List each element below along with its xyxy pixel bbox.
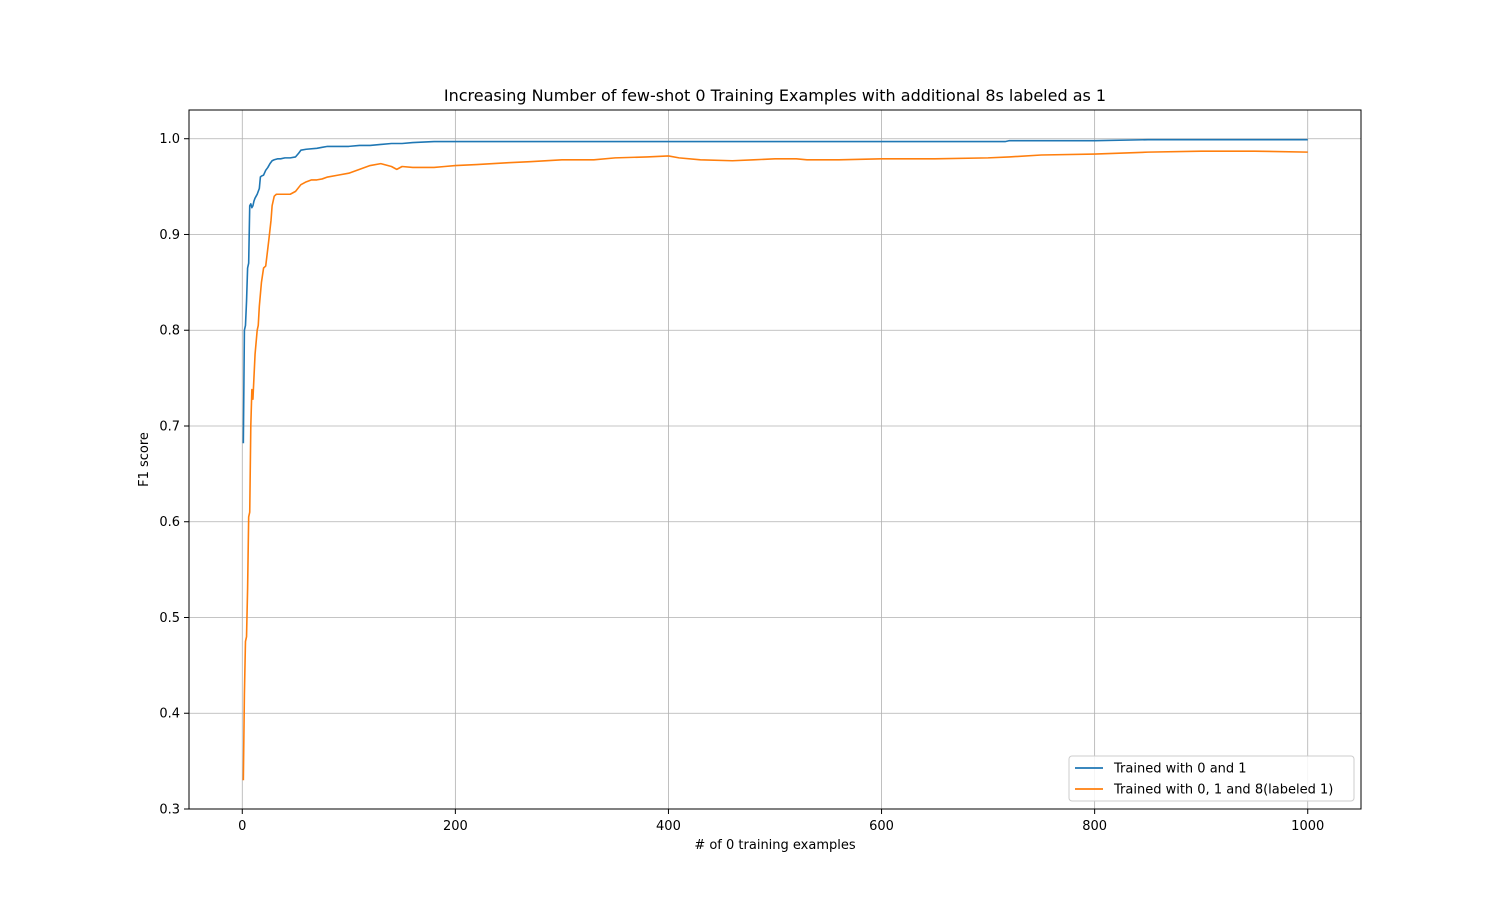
y-tick-label: 0.3 — [159, 803, 180, 818]
legend-label-1: Trained with 0 and 1 — [1113, 762, 1247, 777]
x-axis-label: # of 0 training examples — [694, 838, 856, 853]
y-tick-label: 0.8 — [159, 324, 180, 339]
series-line-2 — [242, 150, 1308, 781]
y-axis-label: F1 score — [137, 432, 152, 487]
legend-label-2: Trained with 0, 1 and 8(labeled 1) — [1113, 783, 1333, 798]
x-tick-label: 800 — [1082, 819, 1107, 834]
y-tick-label: 1.0 — [159, 132, 180, 147]
grid — [189, 110, 1361, 810]
y-tick-label: 0.9 — [159, 228, 180, 243]
chart-title: Increasing Number of few-shot 0 Training… — [444, 86, 1106, 105]
series-line-1 — [242, 138, 1308, 444]
x-tick-label: 1000 — [1291, 819, 1324, 834]
x-tick-label: 600 — [869, 819, 894, 834]
plot-frame — [188, 109, 1362, 810]
legend-box — [1068, 755, 1355, 802]
y-tick-label: 0.7 — [159, 419, 180, 434]
y-tick-label: 0.6 — [159, 515, 180, 530]
y-tick-label: 0.5 — [159, 611, 180, 626]
series-layer — [242, 138, 1308, 781]
x-tick-label: 0 — [238, 819, 246, 834]
y-axis-ticks: 0.3 0.4 0.5 0.6 0.7 0.8 0.9 1.0 — [159, 132, 189, 818]
legend: Trained with 0 and 1 Trained with 0, 1 an… — [1068, 755, 1355, 802]
x-tick-label: 400 — [656, 819, 681, 834]
y-tick-label: 0.4 — [159, 707, 180, 722]
x-tick-label: 200 — [443, 819, 468, 834]
x-axis-ticks: 0 200 400 600 800 1000 — [238, 809, 1324, 834]
